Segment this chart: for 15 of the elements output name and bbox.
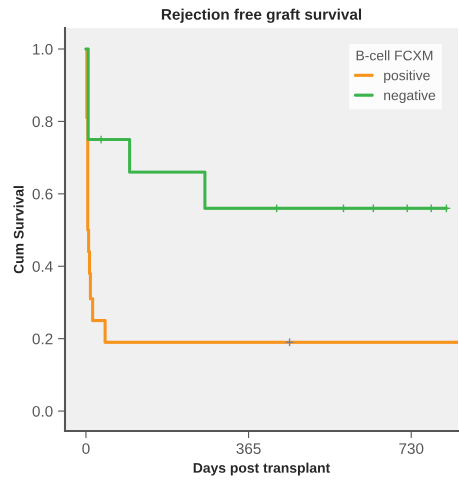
y-axis-title: Cum Survival [13,186,24,274]
y-tick-label: 0.8 [32,116,53,128]
x-tick-label: 730 [399,443,424,454]
x-axis-title: Days post transplant [194,462,330,476]
y-tick-label: 0.6 [32,188,53,200]
y-tick-label: 1.0 [33,44,53,55]
x-tick-label: 365 [236,443,261,454]
legend-label: positive [384,70,430,84]
y-tick-label: 0.0 [32,406,53,417]
y-tick-label: 0.4 [32,261,53,272]
y-tick-label: 0.2 [32,334,52,344]
chart-title: Rejection free graft survival [162,8,362,23]
legend-title: B-cell FCXM [356,50,432,60]
x-tick-label: 0 [82,443,90,454]
legend-label: negative [384,90,436,103]
